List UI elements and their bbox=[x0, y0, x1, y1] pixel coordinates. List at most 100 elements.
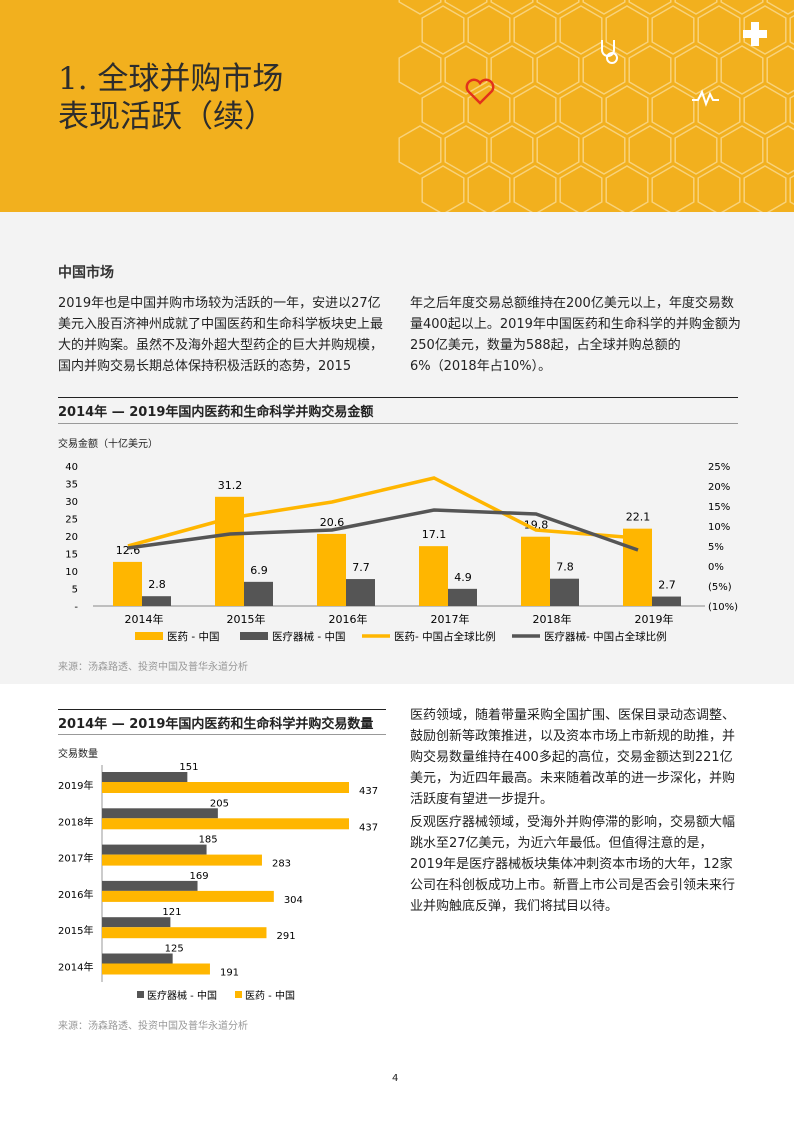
x-tick-label: 2016年 bbox=[329, 612, 368, 626]
legend-swatch bbox=[135, 632, 163, 640]
hexagon-decoration bbox=[398, 0, 794, 215]
chart1-ylabel: 交易金额（十亿美元） bbox=[58, 439, 158, 450]
page-title: 1. 全球并购市场 表现活跃（续） bbox=[58, 60, 283, 136]
y2-tick-label: 5% bbox=[708, 542, 724, 553]
bar-device bbox=[448, 588, 477, 606]
data-label: 2.8 bbox=[148, 578, 166, 591]
heart-icon bbox=[465, 78, 495, 105]
data-label: 22.1 bbox=[626, 511, 651, 524]
bar-pharma bbox=[102, 782, 349, 793]
bar-device bbox=[102, 917, 171, 928]
legend-label: 医疗器械- 中国占全球比例 bbox=[544, 630, 667, 643]
bar-pharma bbox=[102, 890, 274, 902]
y-tick-label: 40 bbox=[65, 462, 78, 473]
y2-tick-label: 15% bbox=[708, 502, 730, 513]
legend-label: 医疗器械 - 中国 bbox=[147, 989, 217, 1002]
bar-device bbox=[102, 880, 198, 891]
bar-pharma bbox=[113, 561, 142, 606]
paragraph-left: 2019年也是中国并购市场较为活跃的一年，安进以27亿美元入股百济神州成就了中国… bbox=[58, 296, 384, 374]
bar-pharma bbox=[521, 536, 550, 606]
chart1-amount: - 5 10 15 20 25 30 35 40 (10%) (5%) 0% 5% 10% 15% 20% 25… bbox=[65, 462, 738, 643]
y-tick-label: 10 bbox=[65, 567, 78, 578]
data-label: 6.9 bbox=[250, 564, 268, 577]
data-label: 20.6 bbox=[320, 516, 345, 529]
y-tick-label: 30 bbox=[65, 497, 78, 508]
y2-tick-label: 25% bbox=[708, 462, 730, 473]
legend-label: 医药 - 中国 bbox=[245, 989, 295, 1002]
bar-device bbox=[346, 579, 375, 606]
y2-tick-label: 20% bbox=[708, 482, 730, 493]
data-label: 169 bbox=[190, 871, 209, 882]
data-label: 437 bbox=[359, 822, 378, 833]
chart2-ylabel: 交易数量 bbox=[58, 749, 98, 760]
x-tick-label: 2015年 bbox=[227, 612, 266, 626]
y-tick-label: 2017年 bbox=[58, 852, 93, 865]
y-tick-label: 5 bbox=[72, 585, 78, 596]
data-label: 121 bbox=[162, 907, 181, 918]
bar-pharma bbox=[623, 528, 652, 606]
cross-icon bbox=[743, 22, 767, 46]
data-label: 283 bbox=[272, 859, 291, 870]
chart1-title: 2014年 — 2019年国内医药和生命科学并购交易金额 bbox=[58, 397, 738, 420]
y-tick-label: 2016年 bbox=[58, 888, 93, 901]
data-label: 291 bbox=[276, 931, 295, 942]
header-banner: 1. 全球并购市场 表现活跃（续） bbox=[0, 0, 794, 215]
data-label: 304 bbox=[284, 895, 303, 906]
chart1-source: 来源：汤森路透、投资中国及普华永道分析 bbox=[58, 662, 248, 673]
y-tick-label: 15 bbox=[65, 550, 78, 561]
data-label: 2.7 bbox=[658, 579, 676, 592]
data-label: 17.1 bbox=[422, 528, 447, 541]
bar-device bbox=[142, 596, 171, 606]
bar-pharma bbox=[102, 927, 267, 939]
data-label: 31.2 bbox=[218, 479, 243, 492]
right-paragraph-1: 医药领域，随着带量采购全国扩围、医保目录动态调整、鼓励创新等政策推进，以及资本市… bbox=[410, 708, 736, 807]
data-label: 125 bbox=[165, 944, 184, 955]
bar-device bbox=[102, 953, 173, 964]
bar-pharma bbox=[317, 533, 346, 606]
paragraph-right: 年之后年度交易总额维持在200亿美元以上，年度交易数量400起以上。2019年中… bbox=[410, 296, 741, 374]
y-tick-label: 20 bbox=[65, 532, 78, 543]
line-pharma-share bbox=[127, 476, 639, 548]
bar-pharma bbox=[102, 818, 349, 830]
y-tick-label: - bbox=[74, 602, 78, 613]
x-tick-label: 2018年 bbox=[533, 612, 572, 626]
bar-pharma bbox=[102, 963, 210, 975]
legend-swatch bbox=[137, 991, 144, 998]
bar-pharma bbox=[215, 496, 244, 606]
x-tick-label: 2014年 bbox=[125, 612, 164, 626]
data-label: 4.9 bbox=[454, 571, 472, 584]
legend-swatch bbox=[235, 991, 242, 998]
data-label: 437 bbox=[359, 786, 378, 797]
chart2-source: 来源：汤森路透、投资中国及普华永道分析 bbox=[58, 1021, 248, 1032]
bar-device bbox=[550, 578, 579, 606]
divider bbox=[58, 734, 386, 735]
divider bbox=[58, 423, 738, 424]
y-tick-label: 25 bbox=[65, 515, 78, 526]
y-tick-label: 2019年 bbox=[58, 779, 93, 792]
y-tick-label: 35 bbox=[65, 480, 78, 491]
y2-tick-label: (10%) bbox=[708, 602, 738, 613]
section-heading: 中国市场 bbox=[58, 265, 114, 281]
title-line-1: 1. 全球并购市场 bbox=[58, 61, 284, 97]
chart2-title: 2014年 — 2019年国内医药和生命科学并购交易数量 bbox=[58, 709, 386, 732]
bar-device bbox=[244, 581, 273, 606]
data-label: 205 bbox=[210, 798, 229, 809]
page-number: 4 bbox=[392, 1073, 399, 1084]
chart2-count: 2019年 151 437 2018年 205 437 2017年 185 283 2016年 16… bbox=[58, 762, 378, 1002]
bar-device bbox=[652, 596, 681, 606]
heartbeat-icon bbox=[692, 89, 719, 107]
y2-tick-label: (5%) bbox=[708, 582, 732, 593]
bar-device bbox=[102, 844, 207, 855]
x-tick-label: 2019年 bbox=[635, 612, 674, 626]
legend-label: 医药- 中国占全球比例 bbox=[394, 630, 496, 643]
y2-tick-label: 10% bbox=[708, 522, 730, 533]
data-label: 7.8 bbox=[556, 561, 574, 574]
legend-swatch bbox=[240, 632, 268, 640]
bar-pharma bbox=[102, 854, 262, 866]
y-tick-label: 2014年 bbox=[58, 961, 93, 974]
legend-label: 医疗器械 - 中国 bbox=[272, 630, 345, 643]
right-paragraph-2: 反观医疗器械领域，受海外并购停滞的影响，交易额大幅跳水至27亿美元，为近六年最低… bbox=[410, 815, 736, 914]
x-tick-label: 2017年 bbox=[431, 612, 470, 626]
bar-device bbox=[102, 772, 188, 782]
y-tick-label: 2015年 bbox=[58, 924, 93, 937]
